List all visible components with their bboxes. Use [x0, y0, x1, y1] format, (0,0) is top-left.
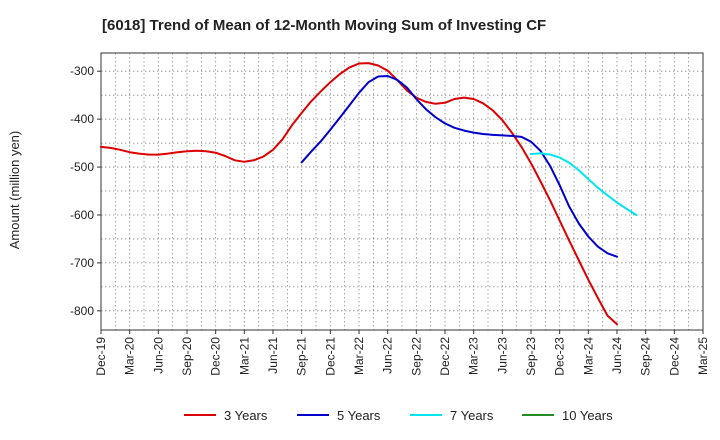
plot-area-frame — [100, 52, 704, 331]
legend-label: 7 Years — [450, 408, 494, 423]
y-tick-label: -700 — [70, 256, 94, 270]
x-tick-label: Sep-24 — [639, 337, 653, 376]
series-line-5-years — [300, 75, 618, 258]
x-tick-label: Jun-20 — [151, 337, 165, 374]
x-tick-label: Sep-21 — [295, 337, 309, 376]
x-tick-label: Dec-20 — [209, 337, 223, 376]
legend: 3 Years 5 Years 7 Years 10 Years — [184, 408, 613, 423]
x-axis-ticks: Dec-19 Mar-20 Jun-20 Sep-20 Dec-20 Mar-21 Jun-… — [94, 330, 710, 376]
series-line-3-years — [100, 62, 618, 326]
x-tick-label: Dec-24 — [667, 337, 681, 376]
x-tick-label: Mar-23 — [467, 337, 481, 375]
x-tick-label: Mar-24 — [581, 337, 595, 375]
grid-lines — [100, 53, 704, 330]
x-tick-label: Dec-22 — [438, 337, 452, 376]
x-tick-label: Dec-19 — [94, 337, 108, 376]
x-tick-label: Dec-21 — [323, 337, 337, 376]
legend-label: 3 Years — [224, 408, 268, 423]
y-axis-ticks: -300 -400 -500 -600 -700 -800 — [70, 64, 101, 318]
y-tick-label: -500 — [70, 160, 94, 174]
y-axis-label: Amount (million yen) — [7, 131, 22, 250]
x-tick-label: Jun-21 — [266, 337, 280, 374]
x-tick-label: Sep-23 — [524, 337, 538, 376]
x-tick-label: Sep-22 — [409, 337, 423, 376]
x-tick-label: Jun-22 — [381, 337, 395, 374]
y-tick-label: -600 — [70, 208, 94, 222]
x-tick-label: Mar-20 — [123, 337, 137, 375]
chart-title: [6018] Trend of Mean of 12-Month Moving … — [102, 17, 546, 34]
y-tick-label: -800 — [70, 304, 94, 318]
series-line-7-years — [530, 152, 638, 216]
x-tick-label: Sep-20 — [180, 337, 194, 376]
x-tick-label: Jun-23 — [495, 337, 509, 374]
y-tick-label: -400 — [70, 112, 94, 126]
legend-label: 10 Years — [562, 408, 613, 423]
x-tick-label: Mar-22 — [352, 337, 366, 375]
x-tick-label: Mar-25 — [696, 337, 710, 375]
y-tick-label: -300 — [70, 64, 94, 78]
x-tick-label: Mar-21 — [237, 337, 251, 375]
x-tick-label: Dec-23 — [553, 337, 567, 376]
series-lines — [100, 62, 638, 326]
x-tick-label: Jun-24 — [610, 337, 624, 374]
legend-label: 5 Years — [337, 408, 381, 423]
